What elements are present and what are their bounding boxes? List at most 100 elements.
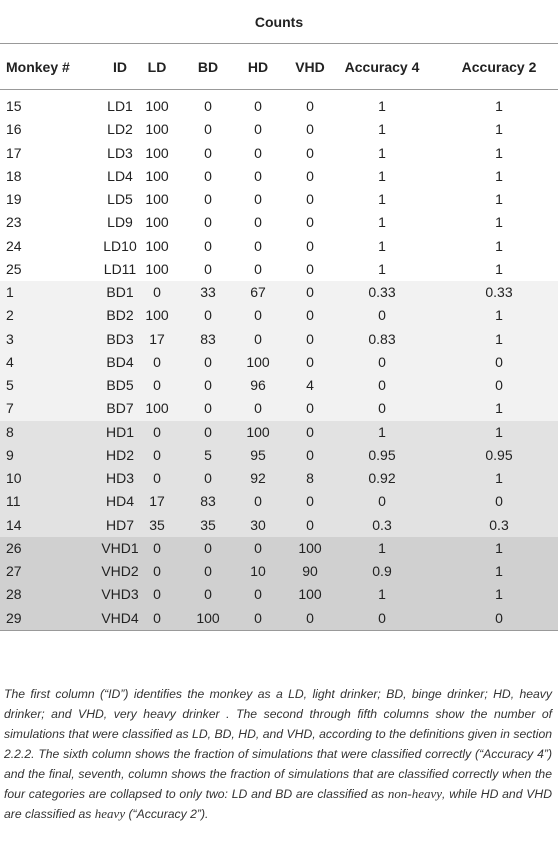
cell: 1 — [378, 539, 386, 556]
cell: 17 — [6, 144, 22, 161]
cell: 0 — [306, 191, 314, 207]
cell: 1 — [495, 167, 503, 184]
cell: 27 — [6, 563, 22, 579]
cell: 0 — [495, 377, 503, 393]
cell: 3 — [6, 330, 14, 347]
caption-text: heavy — [94, 806, 126, 821]
cell: 8 — [6, 423, 14, 440]
cell: 0 — [254, 98, 262, 114]
cell: 18 — [6, 167, 22, 184]
cell: 0.33 — [485, 284, 513, 300]
cell: 100 — [246, 353, 270, 370]
cell: 0.92 — [368, 470, 396, 486]
cell: 100 — [145, 167, 169, 184]
column-header: LD — [147, 59, 167, 75]
cell: 100 — [145, 260, 169, 277]
cell: VHD3 — [101, 586, 139, 603]
cell: 92 — [250, 470, 266, 486]
cell: 1 — [495, 98, 503, 114]
cell: 0 — [306, 284, 314, 300]
cell: 10 — [250, 563, 266, 579]
cell: 0.95 — [485, 446, 513, 463]
column-header: HD — [247, 59, 269, 75]
cell: 29 — [6, 609, 22, 626]
cell: 0 — [153, 563, 161, 579]
cell: 0 — [204, 377, 212, 393]
cell: 25 — [6, 260, 22, 277]
cell: 1 — [495, 539, 503, 556]
cell: 0 — [254, 167, 262, 184]
cell: VHD4 — [101, 609, 139, 626]
cell: 0 — [204, 121, 212, 138]
cell: 16 — [6, 121, 22, 138]
cell: 2 — [6, 307, 14, 324]
column-header: Accuracy 2 — [461, 59, 537, 75]
cell: 14 — [6, 516, 22, 533]
cell: 1 — [378, 167, 386, 184]
cell: HD7 — [105, 516, 134, 533]
group-band — [0, 420, 558, 537]
cell: 4 — [306, 377, 314, 393]
cell: 1 — [495, 586, 503, 603]
cell: 1 — [495, 330, 503, 347]
cell: 96 — [250, 377, 266, 393]
cell: 0 — [306, 98, 314, 114]
cell: 0 — [204, 191, 212, 207]
cell: 0 — [306, 260, 314, 277]
cell: 1 — [378, 423, 386, 440]
cell: 0 — [153, 423, 161, 440]
cell: 83 — [200, 330, 216, 347]
cell: 1 — [495, 121, 503, 138]
cell: 17 — [149, 493, 165, 510]
cell: 0 — [204, 539, 212, 556]
cell: 0 — [306, 144, 314, 161]
cell: 9 — [6, 446, 14, 463]
cell: 0 — [204, 586, 212, 603]
cell: 0 — [254, 144, 262, 161]
cell: 0 — [306, 609, 314, 626]
cell: 0 — [254, 539, 262, 556]
cell: 0 — [495, 353, 503, 370]
cell: 0 — [254, 237, 262, 254]
cell: 0 — [204, 260, 212, 277]
cell: 0 — [254, 214, 262, 231]
cell: 0 — [204, 423, 212, 440]
cell: 35 — [149, 516, 165, 533]
cell: 0 — [204, 167, 212, 184]
cell: 1 — [378, 586, 386, 603]
cell: 0 — [306, 516, 314, 533]
cell: BD3 — [106, 330, 134, 347]
cell: 0 — [254, 191, 262, 207]
cell: 11 — [6, 493, 21, 510]
cell: 7 — [6, 400, 14, 417]
cell: 0 — [254, 260, 262, 277]
cell: 26 — [6, 539, 22, 556]
cell: 24 — [6, 237, 22, 254]
cell: 0 — [204, 400, 212, 417]
caption-text: non-heavy — [387, 786, 443, 801]
rule — [0, 43, 558, 44]
cell: 1 — [378, 260, 386, 277]
cell: 0 — [254, 307, 262, 324]
cell: VHD1 — [101, 539, 139, 556]
cell: 1 — [378, 237, 386, 254]
cell: 1 — [378, 121, 386, 138]
cell: LD4 — [107, 167, 133, 184]
cell: 0 — [254, 400, 262, 417]
cell: 19 — [6, 191, 22, 207]
cell: 100 — [145, 400, 169, 417]
rule — [0, 629, 558, 631]
cell: 100 — [298, 586, 322, 603]
cell: 0 — [495, 609, 503, 626]
cell: 100 — [145, 144, 169, 161]
cell: 0 — [204, 98, 212, 114]
cell: 0 — [306, 307, 314, 324]
cell: BD4 — [106, 353, 134, 370]
cell: 0 — [495, 493, 503, 510]
cell: 0 — [306, 237, 314, 254]
cell: HD4 — [105, 493, 134, 510]
cell: 0 — [306, 400, 314, 417]
cell: 4 — [6, 353, 14, 370]
cell: 1 — [495, 260, 503, 277]
